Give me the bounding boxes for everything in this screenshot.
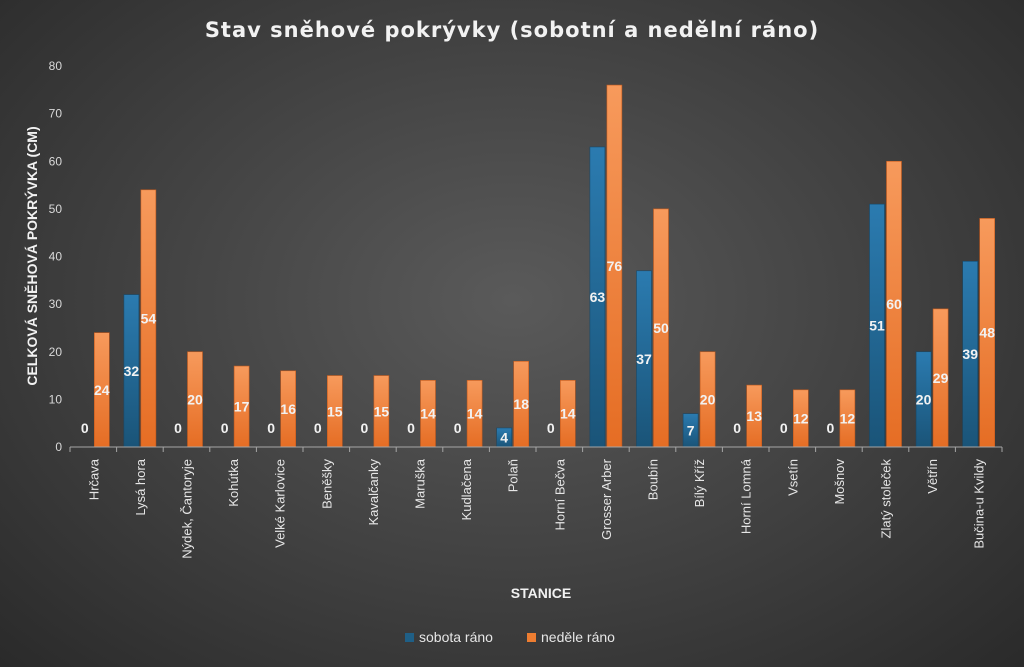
data-label: 20 (916, 391, 932, 407)
x-tick-label: Vsetín (785, 459, 800, 496)
x-axis-title: STANICE (511, 585, 571, 601)
x-tick-label: Kudlačena (459, 458, 474, 520)
x-tick-label: Hrčava (86, 458, 101, 500)
data-label: 16 (280, 401, 296, 417)
x-tick-label: Boubín (646, 459, 661, 500)
x-tick-label: Bílý Kříž (692, 459, 707, 507)
data-label: 0 (314, 420, 322, 436)
data-label: 51 (869, 318, 885, 334)
data-label: 32 (124, 363, 140, 379)
data-label: 20 (187, 391, 203, 407)
data-label: 24 (94, 382, 110, 398)
data-label: 0 (407, 420, 415, 436)
data-label: 54 (141, 310, 157, 326)
data-label: 14 (420, 406, 436, 422)
data-label: 60 (886, 296, 902, 312)
y-tick-label: 30 (49, 297, 63, 311)
data-label: 15 (327, 403, 343, 419)
data-label: 37 (636, 351, 652, 367)
legend-label: neděle ráno (541, 629, 615, 645)
data-label: 7 (687, 422, 695, 438)
data-label: 29 (933, 370, 949, 386)
data-label: 14 (560, 406, 576, 422)
data-label: 18 (513, 396, 529, 412)
x-tick-label: Maruška (413, 458, 428, 509)
data-label: 0 (454, 420, 462, 436)
y-tick-label: 40 (49, 250, 63, 264)
data-label: 0 (174, 420, 182, 436)
legend-swatch (405, 633, 414, 642)
data-label: 17 (234, 399, 250, 415)
data-label: 63 (590, 289, 606, 305)
y-tick-label: 20 (49, 345, 63, 359)
data-label: 0 (81, 420, 89, 436)
y-tick-label: 70 (49, 107, 63, 121)
x-tick-label: Horní Bečva (552, 458, 567, 530)
x-tick-label: Horní Lomná (739, 458, 754, 534)
y-tick-label: 50 (49, 202, 63, 216)
x-axis: Hrčava Lysá hora Nýdek, Čantoryje Kohútka Ve… (69, 447, 1003, 559)
x-tick-label: Polaň (506, 459, 521, 492)
bars (94, 84, 996, 448)
data-label: 0 (780, 420, 788, 436)
x-tick-label: Bučina-u Kvildy (972, 459, 987, 549)
legend-swatch (527, 633, 536, 642)
data-label: 12 (840, 410, 856, 426)
x-tick-label: Kohútka (226, 458, 241, 506)
data-labels: 0 32 0 0 0 0 0 0 0 4 0 63 37 7 0 0 0 51 20 39 24 54 20 17 16 15 15… (81, 258, 995, 445)
y-tick-label: 80 (49, 59, 63, 73)
data-label: 0 (361, 420, 369, 436)
y-axis-title: CELKOVÁ SNĚHOVÁ POKRÝVKA (CM) (23, 126, 40, 385)
data-label: 20 (700, 391, 716, 407)
y-axis: 0 10 20 30 40 50 60 70 80 (49, 59, 63, 454)
data-label: 76 (607, 258, 623, 274)
y-tick-label: 10 (49, 392, 63, 406)
y-tick-label: 60 (49, 154, 63, 168)
y-tick-label: 0 (55, 440, 62, 454)
x-tick-label: Větřín (925, 459, 940, 494)
data-label: 15 (374, 403, 390, 419)
x-tick-label: Mošnov (832, 459, 847, 505)
data-label: 0 (547, 420, 555, 436)
x-tick-label: Kavalčanky (366, 459, 381, 526)
data-label: 12 (793, 410, 809, 426)
data-label: 48 (979, 325, 995, 341)
legend: sobota ráno neděle ráno (405, 629, 615, 645)
x-tick-label: Lysá hora (133, 458, 148, 515)
x-tick-label: Beněšky (319, 459, 334, 509)
x-tick-label: Velké Karlovice (273, 459, 288, 548)
data-label: 0 (267, 420, 275, 436)
data-label: 4 (500, 429, 508, 445)
chart-title: Stav sněhové pokrývky (sobotní a nedělní… (205, 18, 819, 42)
data-label: 0 (733, 420, 741, 436)
data-label: 50 (653, 320, 669, 336)
data-label: 0 (827, 420, 835, 436)
data-label: 14 (467, 406, 483, 422)
data-label: 0 (221, 420, 229, 436)
data-label: 39 (962, 346, 978, 362)
x-tick-label: Grosser Arber (599, 458, 614, 540)
x-tick-label: Nýdek, Čantoryje (180, 459, 195, 559)
x-tick-label: Zlatý stoleček (879, 459, 894, 539)
data-label: 13 (746, 408, 762, 424)
legend-label: sobota ráno (419, 629, 493, 645)
